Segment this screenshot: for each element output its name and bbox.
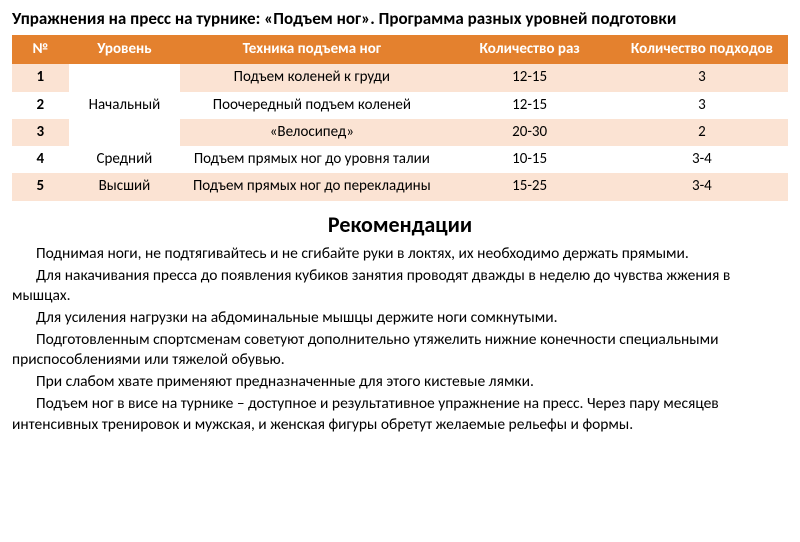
cell-sets: 3-4 <box>616 146 788 173</box>
th-technique: Техника подъема ног <box>180 35 443 64</box>
cell-sets: 3-4 <box>616 173 788 200</box>
recommendation-paragraph: Подготовленным спортсменам советуют допо… <box>12 330 788 370</box>
cell-num: 2 <box>12 92 69 119</box>
cell-technique: Подъем прямых ног до уровня талии <box>180 146 443 173</box>
th-reps: Количество раз <box>444 35 616 64</box>
cell-sets: 2 <box>616 119 788 146</box>
th-num: № <box>12 35 69 64</box>
cell-num: 3 <box>12 119 69 146</box>
cell-reps: 12-15 <box>444 92 616 119</box>
cell-level: Начальный <box>69 64 180 146</box>
cell-technique: Подъем прямых ног до перекладины <box>180 173 443 200</box>
cell-sets: 3 <box>616 64 788 91</box>
th-sets: Количество подходов <box>616 35 788 64</box>
recommendation-paragraph: При слабом хвате применяют предназначенн… <box>12 372 788 392</box>
cell-num: 4 <box>12 146 69 173</box>
cell-reps: 10-15 <box>444 146 616 173</box>
cell-reps: 15-25 <box>444 173 616 200</box>
table-header-row: № Уровень Техника подъема ног Количество… <box>12 35 788 64</box>
recommendation-paragraph: Для усиления нагрузки на абдоминальные м… <box>12 308 788 328</box>
recommendation-paragraph: Поднимая ноги, не подтягивайтесь и не сг… <box>12 244 788 264</box>
cell-sets: 3 <box>616 92 788 119</box>
recommendation-paragraph: Подъем ног в висе на турнике – доступное… <box>12 394 788 434</box>
exercise-table: № Уровень Техника подъема ног Количество… <box>12 35 788 201</box>
page-title: Упражнения на пресс на турнике: «Подъем … <box>12 8 788 29</box>
th-level: Уровень <box>69 35 180 64</box>
cell-reps: 20-30 <box>444 119 616 146</box>
recommendation-paragraph: Для накачивания пресса до появления куби… <box>12 266 788 306</box>
table-row: 5 Высший Подъем прямых ног до перекладин… <box>12 173 788 200</box>
cell-level: Высший <box>69 173 180 200</box>
cell-technique: Поочередный подъем коленей <box>180 92 443 119</box>
table-row: 1 Начальный Подъем коленей к груди 12-15… <box>12 64 788 91</box>
cell-reps: 12-15 <box>444 64 616 91</box>
cell-technique: Подъем коленей к груди <box>180 64 443 91</box>
cell-level: Средний <box>69 146 180 173</box>
cell-num: 5 <box>12 173 69 200</box>
recommendations-body: Поднимая ноги, не подтягивайтесь и не сг… <box>12 244 788 435</box>
cell-num: 1 <box>12 64 69 91</box>
table-row: 4 Средний Подъем прямых ног до уровня та… <box>12 146 788 173</box>
cell-technique: «Велосипед» <box>180 119 443 146</box>
recommendations-title: Рекомендации <box>12 211 788 238</box>
